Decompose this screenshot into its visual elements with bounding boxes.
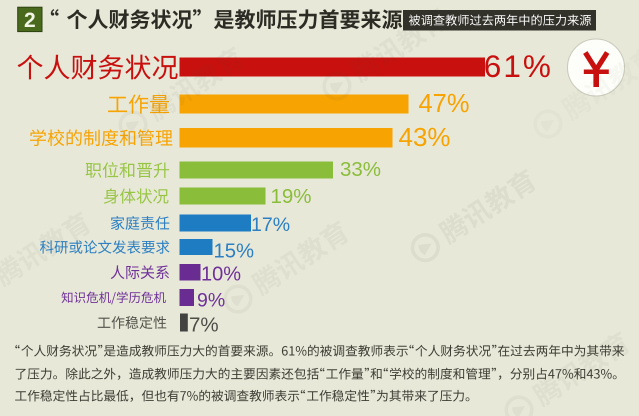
svg-text:7%: 7% — [189, 314, 219, 337]
svg-text:33%: 33% — [340, 158, 381, 181]
svg-text:19%: 19% — [271, 185, 312, 208]
svg-text:17%: 17% — [251, 214, 290, 236]
svg-text:47%: 47% — [419, 90, 470, 118]
svg-text:9%: 9% — [197, 290, 225, 312]
svg-text:43%: 43% — [399, 122, 451, 152]
svg-text:2: 2 — [24, 9, 36, 32]
svg-text:15%: 15% — [214, 241, 255, 263]
svg-text:10%: 10% — [201, 263, 241, 285]
svg-text:61%: 61% — [484, 48, 553, 84]
